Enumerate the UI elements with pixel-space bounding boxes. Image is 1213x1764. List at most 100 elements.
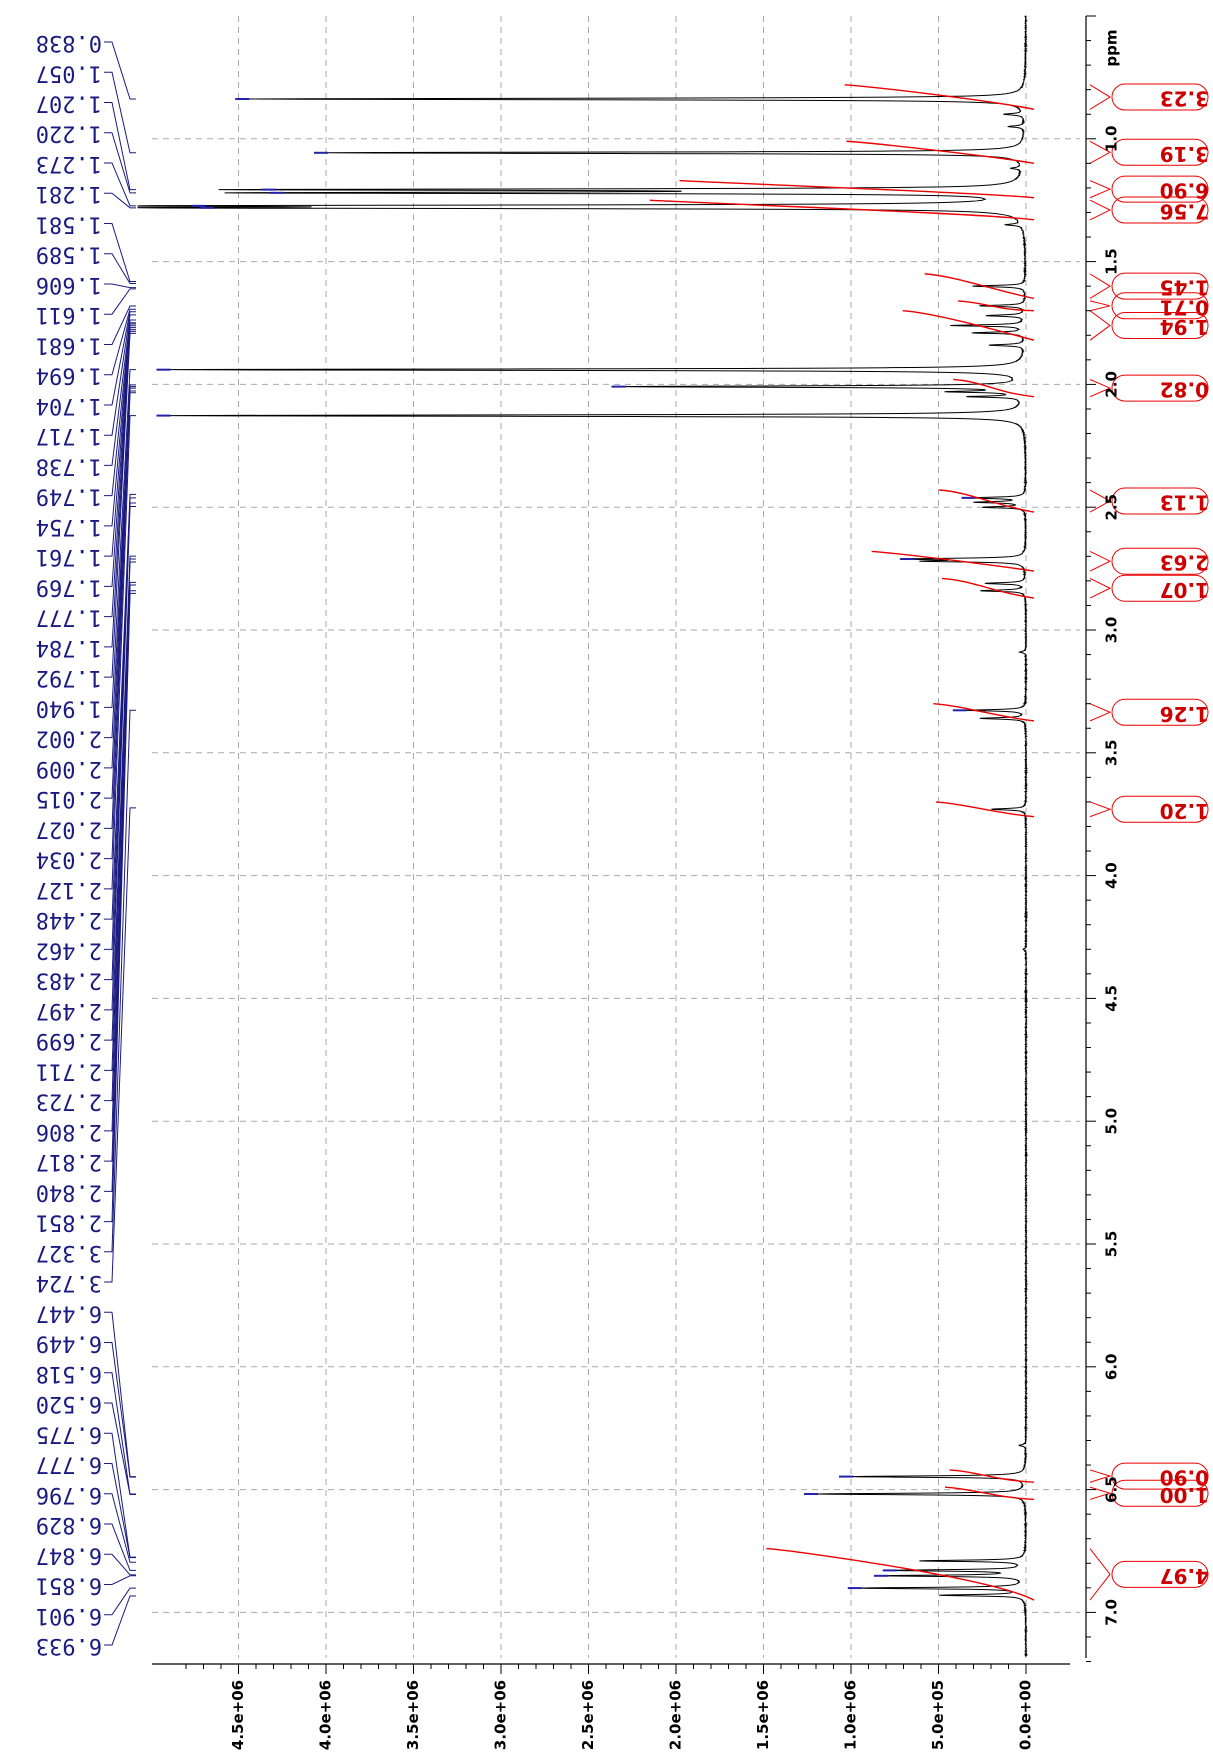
integral-curve bbox=[949, 1469, 1035, 1483]
peak-label: 0.838 bbox=[36, 30, 102, 55]
integral-curve bbox=[941, 577, 1035, 599]
integral-box bbox=[1111, 795, 1209, 823]
integral-box bbox=[1111, 1479, 1209, 1507]
peak-label: 1.769 bbox=[36, 574, 102, 599]
peak-labels: 0.838 1.057 1.207 1.220 1.273 1.281 1.581 1.589… bbox=[36, 30, 136, 1658]
peak-leader-line bbox=[104, 319, 136, 466]
peak-label: 1.704 bbox=[36, 393, 102, 418]
peak-label: 2.009 bbox=[36, 756, 102, 781]
integral-curve bbox=[958, 300, 1035, 312]
integral-value: 3.19 bbox=[1160, 142, 1209, 166]
integral-bracket bbox=[1089, 379, 1112, 398]
peak-label: 2.711 bbox=[36, 1058, 102, 1083]
peak-leader-line bbox=[104, 1342, 136, 1478]
peak-leader-line bbox=[104, 555, 136, 1041]
integral-value: 7.56 bbox=[1160, 200, 1209, 224]
intensity-tick-label: 3.0e+06 bbox=[492, 1680, 510, 1750]
peak-label: 6.518 bbox=[36, 1361, 102, 1386]
integral-curve bbox=[924, 273, 1035, 300]
integral-curve bbox=[933, 702, 1035, 722]
peak-label: 2.699 bbox=[36, 1028, 102, 1053]
peak-label: 2.817 bbox=[36, 1149, 102, 1174]
peak-leader-line bbox=[104, 592, 136, 1223]
peak-label: 1.738 bbox=[36, 453, 102, 478]
ppm-tick-label: 7.0 bbox=[1103, 1599, 1121, 1626]
integral-value: 0.82 bbox=[1160, 378, 1209, 402]
integral-bracket bbox=[1089, 84, 1111, 110]
spectrum-line bbox=[137, 15, 1029, 1657]
peak-label: 2.448 bbox=[36, 907, 102, 932]
peak-label: 6.796 bbox=[36, 1482, 102, 1507]
ppm-tick-label: 4.5 bbox=[1103, 985, 1121, 1012]
integral-bracket bbox=[1089, 1469, 1112, 1483]
ppm-tick-label: 3.5 bbox=[1103, 740, 1121, 767]
peak-label: 3.327 bbox=[36, 1240, 102, 1265]
peak-label: 2.497 bbox=[36, 998, 102, 1023]
peak-label: 6.775 bbox=[36, 1421, 102, 1446]
peak-label: 2.806 bbox=[36, 1119, 102, 1144]
integral-curve bbox=[649, 199, 1035, 221]
peak-label: 6.901 bbox=[36, 1603, 102, 1628]
integral-bracket bbox=[1089, 140, 1112, 164]
integral-bracket bbox=[1089, 489, 1112, 513]
peak-leader-line bbox=[104, 505, 136, 1011]
integral-bracket bbox=[1089, 1486, 1112, 1500]
peak-leader-line bbox=[104, 132, 136, 194]
peak-label: 6.449 bbox=[36, 1331, 102, 1356]
peak-label: 6.520 bbox=[36, 1391, 102, 1416]
grid-lines bbox=[152, 16, 1080, 1658]
peak-leader-line bbox=[104, 1553, 136, 1576]
peak-label: 1.611 bbox=[36, 302, 102, 327]
integral-curve bbox=[944, 1486, 1035, 1501]
intensity-tick-label: 2.0e+06 bbox=[667, 1680, 685, 1750]
peak-leader-line bbox=[104, 330, 136, 648]
integral-bracket bbox=[1089, 577, 1112, 599]
peak-leader-line bbox=[104, 162, 136, 207]
peak-leader-line bbox=[104, 392, 136, 860]
peak-label: 1.207 bbox=[36, 90, 102, 115]
peak-label: 6.777 bbox=[36, 1452, 102, 1477]
peak-leader-line bbox=[104, 1595, 136, 1646]
ppm-tick-label: 6.5 bbox=[1103, 1476, 1121, 1503]
peak-leader-line bbox=[104, 322, 136, 497]
peak-leader-line bbox=[104, 329, 136, 618]
peak-label: 1.749 bbox=[36, 484, 102, 509]
peak-label: 2.002 bbox=[36, 726, 102, 751]
peak-leader-line bbox=[104, 253, 136, 284]
integral-box bbox=[1111, 487, 1209, 515]
peak-leader-line bbox=[104, 390, 136, 829]
spectrum-trace bbox=[137, 15, 1029, 1657]
integral-bracket bbox=[1089, 310, 1111, 341]
integral-bracket bbox=[1089, 199, 1112, 221]
integral-value: 4.97 bbox=[1160, 1564, 1209, 1588]
peak-label: 2.034 bbox=[36, 847, 102, 872]
intensity-tick-label: 4.0e+06 bbox=[317, 1680, 335, 1750]
integral-value: 2.63 bbox=[1160, 551, 1209, 575]
integral-curve bbox=[846, 140, 1035, 165]
peak-leader-line bbox=[104, 384, 136, 739]
peak-leader-line bbox=[104, 288, 136, 315]
peak-label: 6.829 bbox=[36, 1512, 102, 1537]
peak-leader-line bbox=[104, 1432, 136, 1558]
peak-leader-line bbox=[104, 305, 136, 345]
peak-label: 2.840 bbox=[36, 1179, 102, 1204]
peak-leader-line bbox=[104, 41, 136, 100]
peak-label: 2.462 bbox=[36, 937, 102, 962]
peak-leader-line bbox=[104, 1402, 136, 1496]
ppm-tick-label: 5.5 bbox=[1103, 1231, 1121, 1258]
peak-leader-line bbox=[104, 332, 136, 678]
peak-leader-line bbox=[104, 327, 136, 587]
intensity-tick-label: 4.5e+06 bbox=[229, 1680, 247, 1750]
peak-label: 6.933 bbox=[36, 1633, 102, 1658]
integral-value: 1.00 bbox=[1160, 1483, 1209, 1507]
integral-curve bbox=[844, 84, 1035, 111]
peak-leader-line bbox=[104, 369, 136, 708]
peak-label: 1.581 bbox=[36, 211, 102, 236]
integral-bracket bbox=[1089, 180, 1112, 199]
integral-curve bbox=[902, 310, 1035, 341]
integral-box bbox=[1111, 196, 1209, 224]
peak-leader-line bbox=[104, 192, 136, 209]
ppm-tick-label: 3.0 bbox=[1103, 617, 1121, 644]
peak-label: 1.057 bbox=[36, 60, 102, 85]
ppm-tick-label: 2.5 bbox=[1103, 494, 1121, 521]
